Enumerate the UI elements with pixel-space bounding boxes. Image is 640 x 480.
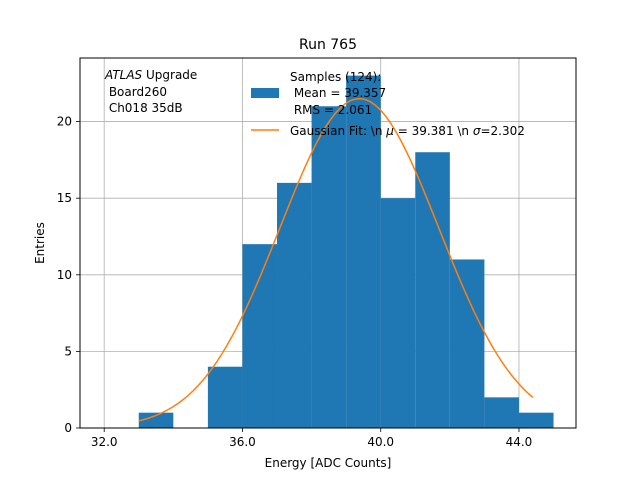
histogram-bar: [346, 75, 381, 428]
y-axis-label: Entries: [33, 222, 47, 264]
chart-title: Run 765: [299, 37, 357, 53]
x-axis-label: Energy [ADC Counts]: [265, 456, 392, 470]
histogram-bar: [380, 198, 416, 428]
histogram-bar: [207, 366, 243, 428]
legend-fit-mu: μ: [385, 124, 394, 138]
x-axis-ticks: 32.0 36.0 40.0 44.0: [91, 428, 532, 449]
x-tick-label: 36.0: [229, 435, 256, 449]
plot-frame: [79, 57, 577, 429]
legend-fit-label: Gaussian Fit: \n μ = 39.381 \n σ=2.302: [290, 124, 525, 138]
legend-hist-line-1: Samples (124):: [290, 70, 381, 84]
gaussian-fit-curve: [138, 97, 534, 422]
legend-hist-line-2: Mean = 39.357: [290, 86, 386, 100]
y-tick-label: 15: [57, 191, 72, 205]
y-axis-ticks: 0 5 10 15 20: [57, 115, 80, 435]
annotation-atlas-italic: ATLAS: [104, 68, 143, 82]
histogram-bar: [449, 259, 485, 428]
legend-hist-swatch: [251, 88, 279, 98]
histogram-bar: [415, 152, 450, 428]
legend-hist-line-3: RMS = 2.061: [290, 103, 372, 117]
y-tick-label: 10: [57, 268, 72, 282]
atlas-annotation: ATLAS Upgrade Board260 Ch018 35dB: [104, 68, 197, 115]
histogram-bar: [311, 106, 347, 429]
histogram-bar: [138, 412, 174, 428]
x-tick-label: 40.0: [367, 435, 394, 449]
y-tick-label: 0: [64, 421, 72, 435]
x-tick-label: 44.0: [506, 435, 533, 449]
y-tick-label: 5: [64, 344, 72, 358]
y-tick-label: 20: [57, 115, 72, 129]
histogram-bar: [484, 397, 519, 428]
legend-fit-pre: Gaussian Fit: \n: [290, 124, 386, 138]
legend: Samples (124): Mean = 39.357 RMS = 2.061…: [251, 70, 525, 138]
annotation-line-1: ATLAS Upgrade: [104, 68, 197, 82]
legend-fit-sigma: σ: [473, 124, 481, 138]
histogram-bars: [138, 75, 554, 429]
annotation-line-3: Ch018 35dB: [105, 101, 183, 115]
histogram-bar: [277, 182, 312, 428]
histogram-bar: [518, 412, 554, 428]
annotation-upgrade: Upgrade: [142, 68, 197, 82]
x-tick-label: 32.0: [91, 435, 118, 449]
legend-fit-post: =2.302: [480, 124, 524, 138]
legend-fit-mid: = 39.381 \n: [394, 124, 473, 138]
annotation-line-2: Board260: [105, 85, 167, 99]
histogram-bar: [242, 244, 278, 428]
